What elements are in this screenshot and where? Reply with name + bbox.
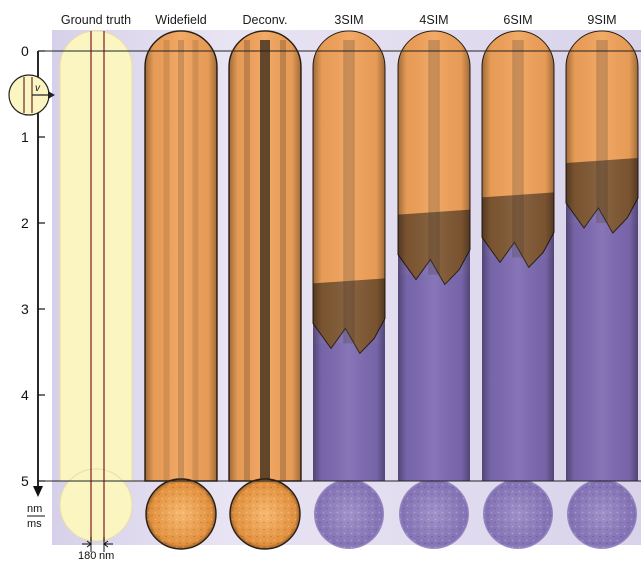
rod-shading [145,31,217,481]
column-9sim [565,30,639,549]
axis-unit-bottom: ms [27,518,42,530]
rod-shading [313,31,385,481]
inset-velocity-label: v [35,83,41,94]
rod-streak [163,40,170,481]
rod-shading [398,31,470,481]
rod-columns [59,30,639,550]
column-widefield [144,30,218,550]
column-header-widefield: Widefield [155,13,206,27]
rod-end-cap-texture [315,480,383,548]
rod-end-cap-texture [231,480,299,548]
column-4sim [397,30,471,549]
column-deconv [228,30,302,550]
rod-end-cap-texture [568,480,636,548]
time-axis: 0 1 2 3 4 5 [21,43,45,497]
inset-arrow-head [48,91,55,99]
column-header-4sim: 4SIM [419,13,448,27]
scale-bar-arrow-right [103,540,113,548]
column-header-6sim: 6SIM [503,13,532,27]
scale-bar: 180 nm [78,537,114,561]
rod-shading [482,31,554,481]
axis-unit-top: nm [27,503,42,515]
time-tick-label: 2 [21,215,29,231]
truth-end-cap [59,468,133,542]
rotation-inset: v [8,74,55,116]
scale-bar-unit: nm [99,550,114,561]
truth-rod [59,30,133,482]
column-header-3sim: 3SIM [334,13,363,27]
rod-streak [260,40,270,481]
rod-end-cap-texture [147,480,215,548]
time-tick-label: 5 [21,473,29,489]
column-ground-truth [59,30,133,542]
scale-bar-arrow-left [82,540,92,548]
rod-shading [566,31,638,481]
scale-bar-value: 180 [78,550,96,561]
time-tick-label: 0 [21,43,29,59]
time-tick-label: 3 [21,301,29,317]
rod-streak [192,40,199,481]
column-3sim [312,30,386,549]
column-headers: Ground truth Widefield Deconv. 3SIM 4SIM 6SIM… [61,13,617,27]
rod-streak [178,40,184,481]
time-tick-label: 4 [21,387,29,403]
axis-unit: nm ms [27,503,45,530]
column-header-9sim: 9SIM [587,13,616,27]
rod-streak [244,40,250,481]
rod-streak [280,40,286,481]
column-6sim [481,30,555,549]
column-header-deconv: Deconv. [243,13,288,27]
rod-end-cap-texture [400,480,468,548]
column-header-ground-truth: Ground truth [61,13,131,27]
rod-end-cap-texture [484,480,552,548]
time-axis-arrowhead [33,486,43,497]
time-tick-label: 1 [21,129,29,145]
